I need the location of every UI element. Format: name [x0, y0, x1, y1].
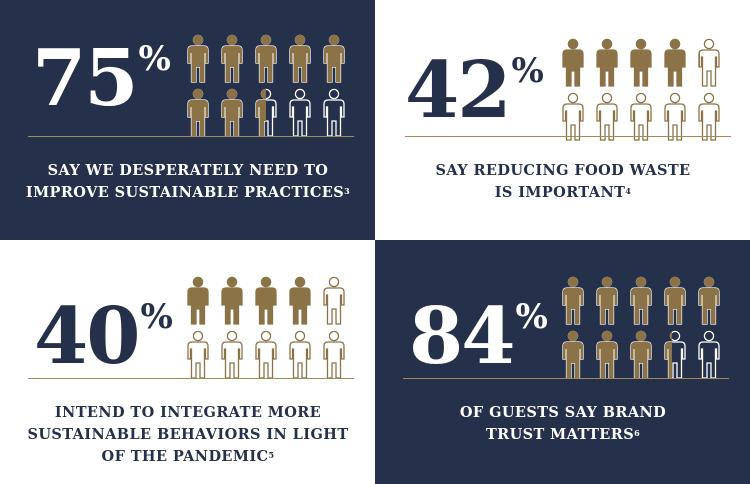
person-icon — [664, 92, 686, 141]
person-icon — [562, 38, 584, 87]
person-icon — [323, 34, 345, 83]
people-pictogram — [183, 34, 353, 140]
divider — [28, 136, 354, 137]
person-icon — [323, 276, 345, 325]
stat-panel-2: 42% SAY REDUCING FOOD WASTE IS IMPORTANT… — [375, 0, 750, 240]
person-icon — [562, 330, 584, 379]
person-icon — [630, 38, 652, 87]
stat-caption: INTEND TO INTEGRATE MORE SUSTAINABLE BEH… — [27, 404, 349, 465]
person-icon — [187, 276, 209, 325]
person-icon — [255, 34, 277, 83]
stat-panel-1: 75% SAY WE DESPERATELY NEED TO IMPROVE S… — [0, 0, 375, 240]
stat-caption: SAY REDUCING FOOD WASTE IS IMPORTANT4 — [435, 162, 691, 201]
person-icon — [664, 276, 686, 325]
person-icon — [630, 330, 652, 379]
person-icon — [596, 330, 618, 379]
person-icon — [255, 88, 277, 137]
person-icon — [630, 276, 652, 325]
person-icon — [698, 276, 720, 325]
person-icon — [596, 276, 618, 325]
person-icon — [698, 92, 720, 141]
person-icon — [255, 276, 277, 325]
person-icon — [562, 276, 584, 325]
stat-number: 40% — [34, 291, 173, 382]
person-icon — [187, 34, 209, 83]
person-icon — [289, 34, 311, 83]
person-icon — [221, 276, 243, 325]
stat-number: 75% — [32, 33, 171, 124]
person-icon — [630, 92, 652, 141]
divider — [403, 378, 729, 379]
person-icon — [255, 330, 277, 379]
person-icon — [323, 330, 345, 379]
person-icon — [698, 38, 720, 87]
stat-number: 42% — [405, 45, 544, 136]
person-icon — [664, 330, 686, 379]
person-icon — [289, 330, 311, 379]
person-icon — [664, 38, 686, 87]
person-icon — [221, 34, 243, 83]
person-icon — [187, 330, 209, 379]
person-icon — [596, 38, 618, 87]
people-pictogram — [558, 38, 728, 144]
divider — [405, 136, 731, 137]
stat-panel-4: 84% OF GUESTS SAY BRAND TRUST MATTERS6 — [375, 240, 750, 484]
divider — [28, 378, 354, 379]
stat-caption: OF GUESTS SAY BRAND TRUST MATTERS6 — [459, 404, 667, 443]
stat-number: 84% — [409, 291, 548, 382]
person-icon — [289, 88, 311, 137]
person-icon — [221, 88, 243, 137]
people-pictogram — [183, 276, 353, 382]
stat-panel-3: 40% INTEND TO INTEGRATE MORE SUSTAINABLE… — [0, 240, 375, 484]
person-icon — [698, 330, 720, 379]
stat-caption: SAY WE DESPERATELY NEED TO IMPROVE SUSTA… — [25, 162, 351, 201]
person-icon — [562, 92, 584, 141]
person-icon — [323, 88, 345, 137]
person-icon — [596, 92, 618, 141]
person-icon — [221, 330, 243, 379]
people-pictogram — [558, 276, 728, 382]
person-icon — [187, 88, 209, 137]
person-icon — [289, 276, 311, 325]
